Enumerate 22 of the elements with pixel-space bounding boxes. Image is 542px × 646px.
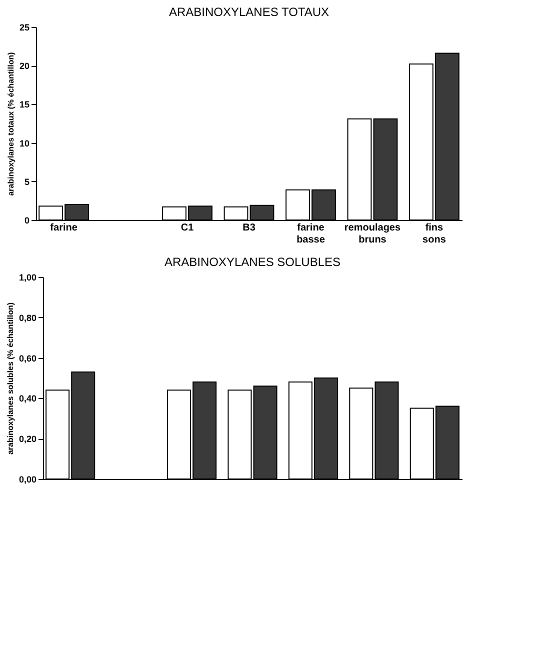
y-tick-label: 20: [19, 61, 30, 72]
y-tick-label: 0,20: [18, 434, 36, 444]
y-axis-title: arabinoxylanes solubles (% échantillon): [6, 302, 15, 455]
y-tick-label: 0,60: [18, 353, 36, 364]
chart-title: ARABINOXYLANES TOTAUX: [168, 5, 330, 19]
x-tick-label: farine basse: [296, 222, 326, 246]
y-tick-label: 0: [24, 216, 30, 226]
y-tick-label: 15: [19, 100, 30, 110]
y-tick-label: 5: [24, 176, 30, 187]
y-axis-title: arabinoxylanes totaux (% échantillon): [6, 52, 16, 196]
y-tick-label: 0,80: [18, 312, 36, 323]
y-tick-label: 1,00: [18, 272, 36, 282]
chart-title: ARABINOXYLANES SOLUBLES: [164, 255, 341, 269]
x-tick-label: C1: [180, 222, 194, 234]
x-tick-label: B3: [242, 222, 256, 234]
x-tick-label: fins sons: [422, 222, 446, 246]
x-tick-label: remoulages bruns: [344, 222, 401, 246]
y-tick-label: 0,00: [18, 474, 36, 484]
y-tick-label: 25: [19, 22, 30, 32]
y-tick-label: 0,40: [18, 394, 36, 404]
x-tick-label: farine: [50, 222, 78, 234]
y-tick-label: 10: [19, 138, 30, 148]
